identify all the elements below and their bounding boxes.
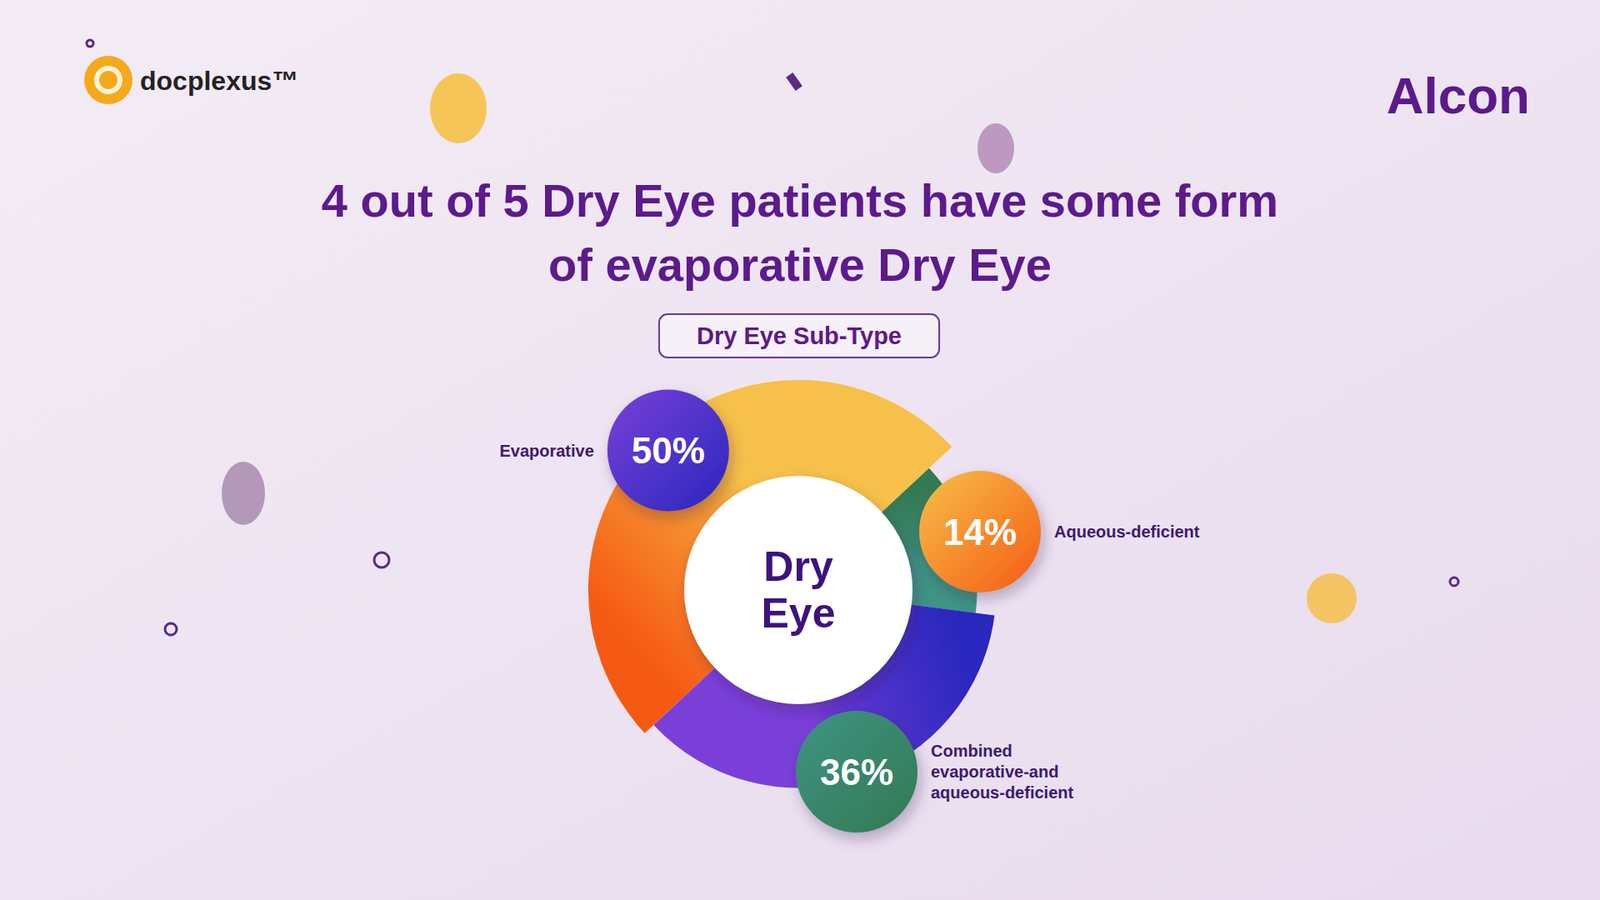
infographic: docplexus™ Alcon 4 out of 5 Dry Eye patien… <box>0 0 1600 900</box>
value-badge <box>919 470 1041 593</box>
subtitle-frame <box>659 314 940 358</box>
logo-icon <box>84 55 133 105</box>
text-line: of evaporative Dry Eye <box>548 237 1052 290</box>
text-line: Eye <box>761 590 836 637</box>
category-label: Combined evaporative-and aqueous-deficient <box>930 741 1074 802</box>
decorations <box>86 40 1459 635</box>
confetti <box>165 623 177 635</box>
data-label: 36% <box>820 751 894 793</box>
confetti <box>374 552 390 568</box>
center-label: DryEye <box>761 543 836 637</box>
subtitle-box: Dry Eye Sub-Type <box>659 314 940 358</box>
balloon <box>221 461 265 525</box>
value-badge <box>607 390 730 512</box>
balloon <box>977 123 1015 174</box>
text-line: Aqueous-deficient <box>1054 522 1200 541</box>
confetti <box>785 72 803 91</box>
category-label: Evaporative <box>499 441 594 460</box>
slices <box>588 380 995 789</box>
text-line: Dry <box>763 543 834 590</box>
data-label: 14% <box>943 510 1017 552</box>
logo-text: Alcon <box>1386 66 1530 125</box>
chart: DryEye 50% Evaporative 14% Aqueous-deficient… <box>499 380 1200 833</box>
value-badge <box>795 710 918 833</box>
balloon <box>1306 573 1357 624</box>
confetti <box>1450 577 1459 586</box>
logo-left: docplexus™ <box>84 55 299 105</box>
text-line: evaporative-and <box>930 762 1059 781</box>
logo-icon-inner <box>96 68 120 92</box>
category-label: Aqueous-deficient <box>1054 522 1200 541</box>
labels: 50% Evaporative 14% Aqueous-deficient 36% Com… <box>499 390 1200 834</box>
center-disc <box>684 475 913 705</box>
balloon <box>430 73 487 144</box>
text-line: aqueous-deficient <box>930 783 1074 802</box>
title: 4 out of 5 Dry Eye patients have some fo… <box>321 173 1279 290</box>
background <box>0 0 1600 900</box>
text-line: Evaporative <box>499 441 594 460</box>
data-label: 50% <box>631 430 705 471</box>
subtitle: Dry Eye Sub-Type <box>696 322 902 350</box>
confetti <box>86 40 94 47</box>
text-line: 4 out of 5 Dry Eye patients have some fo… <box>321 173 1279 226</box>
logo-text: docplexus™ <box>140 65 299 96</box>
text-line: Combined <box>930 741 1013 760</box>
